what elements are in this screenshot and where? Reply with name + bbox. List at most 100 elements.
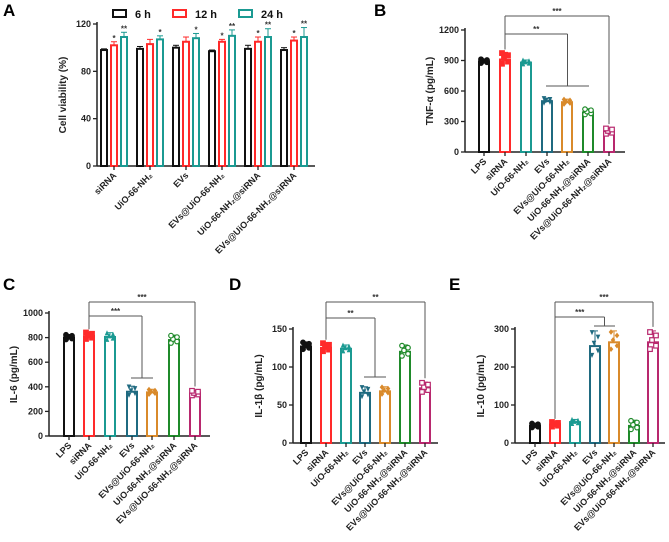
data-point (582, 106, 588, 113)
data-point (589, 352, 595, 359)
significance-label: *** (599, 293, 609, 302)
panel-label: A (3, 1, 15, 20)
legend-label: 6 h (135, 9, 151, 21)
data-point (499, 60, 505, 67)
data-point (478, 56, 484, 63)
bar (168, 339, 180, 437)
y-tick-label: 0 (504, 438, 509, 448)
data-point (189, 387, 195, 394)
data-point (379, 384, 385, 391)
data-point (326, 341, 332, 348)
data-point (647, 329, 653, 335)
bar (419, 387, 431, 444)
data-point (365, 392, 371, 398)
legend-label: 24 h (261, 9, 283, 21)
bar (136, 47, 144, 167)
data-point (132, 391, 138, 397)
data-point (126, 384, 132, 390)
data-point (104, 336, 110, 342)
significance-label: ** (347, 309, 354, 318)
data-point (563, 98, 569, 105)
significance-label: * (220, 31, 224, 40)
y-axis-label: TNF-α (pg/mL) (425, 57, 436, 125)
data-point (614, 342, 620, 349)
bar (126, 390, 138, 437)
bar (379, 390, 391, 445)
data-point (300, 339, 306, 346)
significance-label: * (158, 28, 162, 37)
bar (192, 37, 200, 168)
legend-swatch (172, 9, 187, 18)
data-point (346, 343, 352, 349)
data-point (543, 98, 549, 104)
significance-label: ** (229, 22, 236, 31)
y-tick-label: 300 (494, 324, 509, 334)
bar (300, 36, 308, 168)
bar (244, 47, 252, 167)
significance-label: * (292, 29, 296, 38)
panel-label: D (229, 275, 241, 294)
data-point (306, 340, 312, 347)
bar (647, 341, 659, 444)
bar (146, 391, 158, 437)
data-point (405, 344, 411, 351)
data-point (106, 333, 112, 339)
data-point (83, 329, 89, 336)
data-point (588, 107, 594, 114)
data-point (174, 334, 180, 341)
data-point (379, 391, 385, 397)
data-point (595, 348, 601, 354)
y-tick-label: 80 (81, 66, 91, 76)
y-tick-label: 120 (76, 19, 91, 29)
data-point (126, 392, 132, 398)
bar (478, 60, 490, 153)
significance-label: ** (121, 24, 128, 33)
bar (63, 336, 75, 438)
data-point (549, 419, 555, 425)
bar (589, 345, 601, 445)
significance-label: * (194, 25, 198, 34)
data-point (561, 96, 567, 103)
significance-label: *** (575, 308, 585, 317)
bar (83, 335, 95, 437)
y-tick-label: 0 (86, 161, 91, 171)
y-tick-label: 200 (494, 362, 509, 372)
data-point (541, 96, 547, 102)
data-point (591, 340, 597, 346)
y-axis-label: Cell viability (%) (58, 57, 69, 134)
bar (110, 44, 118, 167)
data-point (520, 57, 526, 63)
y-tick-label: 800 (28, 333, 43, 343)
data-point (608, 346, 614, 352)
data-point (649, 337, 655, 343)
y-tick-label: 100 (272, 362, 287, 372)
data-point (168, 332, 174, 339)
data-point (505, 52, 511, 59)
data-point (484, 57, 490, 63)
y-tick-label: 0 (454, 147, 459, 157)
data-point (595, 334, 601, 340)
y-tick-label: 900 (444, 56, 459, 66)
data-point (342, 345, 348, 351)
significance-label: ** (372, 293, 379, 302)
bar (399, 350, 411, 444)
bar (189, 392, 201, 438)
significance-label: ** (533, 25, 540, 34)
data-point (526, 58, 532, 64)
y-tick-label: 150 (272, 324, 287, 334)
y-tick-label: 600 (444, 86, 459, 96)
data-point (425, 381, 431, 388)
data-point (499, 50, 505, 56)
data-point (653, 332, 659, 339)
panel-label: B (374, 1, 386, 20)
data-point (361, 389, 367, 395)
data-point (340, 342, 346, 348)
y-tick-label: 300 (444, 117, 459, 127)
bar (499, 58, 511, 154)
panel-label: C (3, 275, 15, 294)
data-point (104, 330, 110, 336)
data-point (529, 420, 535, 427)
